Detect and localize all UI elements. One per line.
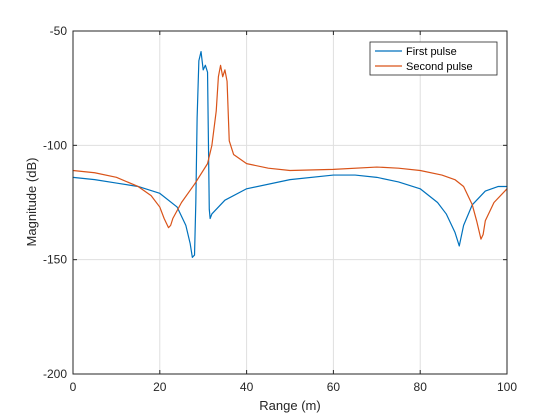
x-tick-label: 20 — [153, 380, 167, 394]
series-layer — [72, 50, 508, 258]
x-tick-label: 80 — [414, 380, 428, 394]
x-axis-label: Range (m) — [259, 398, 320, 413]
y-tick-label: -100 — [43, 138, 67, 152]
x-tick-label: 100 — [497, 380, 517, 394]
y-tick-label: -50 — [50, 24, 68, 38]
series-line-first-pulse — [72, 50, 508, 258]
x-tick-label: 40 — [240, 380, 254, 394]
x-tick-label: 0 — [70, 380, 77, 394]
x-tick-label: 60 — [327, 380, 341, 394]
axes-box — [72, 30, 508, 375]
legend: First pulse Second pulse — [369, 41, 498, 76]
y-tick-label: -150 — [43, 253, 67, 267]
y-axis-label: Magnitude (dB) — [24, 158, 39, 247]
ticks — [72, 30, 508, 375]
series-line-second-pulse — [72, 64, 508, 240]
tick-labels: 0 20 40 60 80 100 -200 -150 -100 -50 — [43, 24, 517, 394]
grid — [73, 31, 507, 374]
legend-label-first-pulse: First pulse — [406, 46, 457, 58]
plot-area — [73, 31, 507, 374]
legend-box — [369, 41, 498, 76]
y-tick-label: -200 — [43, 367, 67, 381]
legend-label-second-pulse: Second pulse — [406, 61, 473, 73]
